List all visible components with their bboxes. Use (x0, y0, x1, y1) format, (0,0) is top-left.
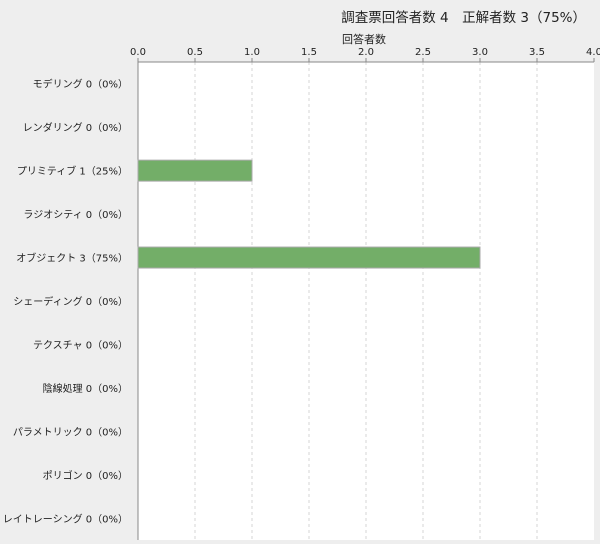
category-label: プリミティブ 1（25%） (17, 165, 128, 178)
category-label: レイトレーシング 0（0%） (3, 512, 128, 525)
category-label: モデリング 0（0%） (33, 78, 128, 91)
category-label: シェーディング 0（0%） (13, 295, 128, 308)
x-tick-label: 0.5 (187, 47, 203, 58)
chart-title: 調査票回答者数 4 正解者数 3（75%） (341, 10, 586, 26)
category-label: 陰線処理 0（0%） (43, 382, 128, 395)
category-label: ラジオシティ 0（0%） (23, 209, 128, 221)
category-label: テクスチャ 0（0%） (33, 339, 128, 351)
x-tick-label: 3.5 (529, 47, 545, 58)
category-label: オブジェクト 3（75%） (16, 252, 128, 265)
x-tick-label: 2.5 (415, 47, 431, 58)
category-label: ポリゴン 0（0%） (43, 469, 128, 482)
category-label: レンダリング 0（0%） (23, 121, 128, 134)
x-tick-label: 0.0 (130, 47, 146, 58)
bar (137, 246, 481, 269)
bar (137, 159, 253, 182)
x-axis-label: 回答者数 (342, 33, 386, 46)
x-tick-label: 2.0 (358, 47, 374, 58)
x-tick-label: 1.0 (244, 47, 260, 58)
category-label: パラメトリック 0（0%） (13, 426, 128, 438)
x-tick-label: 3.0 (472, 47, 488, 58)
x-tick-label: 4.0 (586, 47, 600, 58)
x-tick-label: 1.5 (301, 47, 317, 58)
plot-area (138, 62, 594, 540)
